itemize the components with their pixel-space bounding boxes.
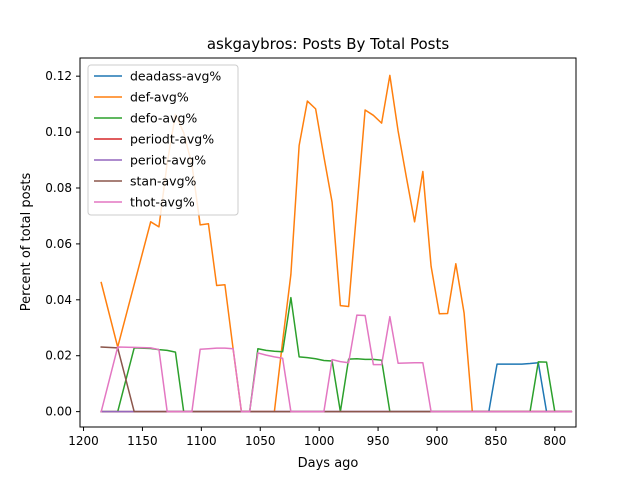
legend-label: periodt-avg%	[130, 132, 214, 147]
y-axis-label: Percent of total posts	[19, 173, 34, 312]
legend-label: thot-avg%	[130, 195, 195, 210]
plot-area	[100, 74, 573, 413]
x-tick-label: 850	[484, 434, 507, 448]
legend-label: periot-avg%	[130, 153, 206, 168]
y-tick-label: 0.04	[45, 293, 72, 307]
y-axis: 0.00 0.02 0.04 0.06 0.08 0.10 0.12	[45, 69, 80, 419]
legend-label: defo-avg%	[130, 111, 197, 126]
y-tick-label: 0.08	[45, 181, 72, 195]
x-axis: 1200 1150 1100 1050 1000 950 900 850 800	[68, 427, 566, 448]
x-tick-label: 900	[426, 434, 449, 448]
x-tick-label: 1000	[304, 434, 335, 448]
y-tick-label: 0.12	[45, 69, 72, 83]
legend: deadass-avg% def-avg% defo-avg% periodt-avg…	[87, 64, 239, 216]
legend-label: deadass-avg%	[130, 69, 221, 84]
legend-box	[87, 64, 239, 216]
y-tick-label: 0.02	[45, 349, 72, 363]
chart-title: askgaybros: Posts By Total Posts	[207, 35, 450, 53]
x-tick-label: 1050	[245, 434, 276, 448]
series-line-defo-avg-	[100, 296, 573, 413]
x-axis-label: Days ago	[298, 456, 359, 471]
y-tick-label: 0.06	[45, 237, 72, 251]
legend-label: def-avg%	[130, 90, 189, 105]
x-tick-label: 1150	[127, 434, 158, 448]
plot-frame	[79, 57, 577, 428]
x-tick-label: 1100	[186, 434, 217, 448]
x-tick-label: 1200	[68, 434, 99, 448]
series-line-thot-avg-	[100, 314, 573, 413]
y-tick-label: 0.10	[45, 125, 72, 139]
x-tick-label: 800	[543, 434, 566, 448]
y-tick-label: 0.00	[45, 405, 72, 419]
series-line-stan-avg-	[100, 346, 573, 413]
legend-label: stan-avg%	[130, 174, 196, 189]
x-tick-label: 950	[367, 434, 390, 448]
